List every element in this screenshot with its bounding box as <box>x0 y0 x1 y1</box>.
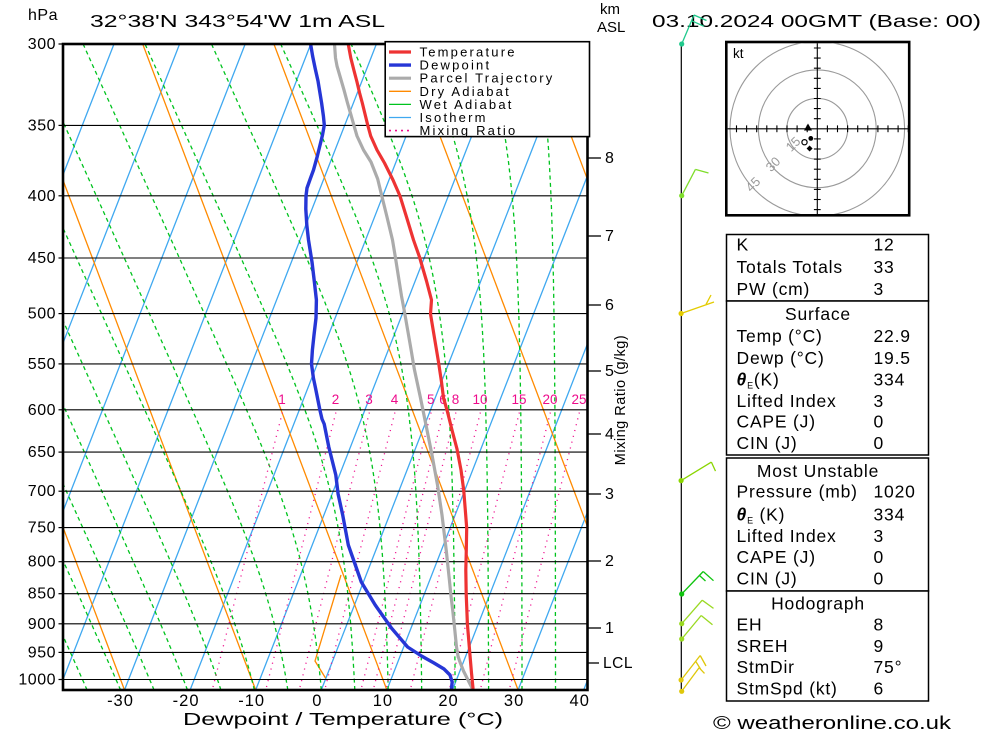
svg-text:Mixing Ratio (g/kg): Mixing Ratio (g/kg) <box>613 335 629 465</box>
svg-text:0: 0 <box>874 547 885 567</box>
svg-text:Hodograph: Hodograph <box>771 594 865 614</box>
svg-text:Most Unstable: Most Unstable <box>757 461 879 481</box>
svg-text:500: 500 <box>28 306 56 323</box>
svg-text:03.10.2024 00GMT (Base: 00): 03.10.2024 00GMT (Base: 00) <box>652 11 981 31</box>
svg-text:8: 8 <box>452 392 460 407</box>
svg-text:10: 10 <box>472 392 487 407</box>
svg-text:hPa: hPa <box>28 7 58 24</box>
svg-text:3: 3 <box>365 392 373 407</box>
svg-text:CIN (J): CIN (J) <box>737 569 798 589</box>
svg-text:CAPE (J): CAPE (J) <box>737 412 816 432</box>
svg-text:Surface: Surface <box>785 304 851 324</box>
svg-text:22.9: 22.9 <box>874 326 911 346</box>
svg-text:3: 3 <box>874 279 885 299</box>
svg-text:25: 25 <box>571 392 586 407</box>
svg-text:1000: 1000 <box>18 672 56 689</box>
svg-text:CAPE (J): CAPE (J) <box>737 547 816 567</box>
svg-text:700: 700 <box>28 483 56 500</box>
svg-text:Dewp (°C): Dewp (°C) <box>737 348 825 368</box>
svg-text:Wet Adiabat: Wet Adiabat <box>420 97 514 112</box>
svg-text:Mixing Ratio: Mixing Ratio <box>420 123 518 138</box>
svg-text:1: 1 <box>605 620 614 637</box>
svg-text:3: 3 <box>874 526 885 546</box>
svg-text:3: 3 <box>605 486 614 503</box>
svg-text:ASL: ASL <box>597 19 625 36</box>
svg-text:600: 600 <box>28 402 56 419</box>
svg-text:PW (cm): PW (cm) <box>737 279 811 299</box>
svg-text:Totals Totals: Totals Totals <box>737 257 843 277</box>
svg-text:750: 750 <box>28 520 56 537</box>
svg-text:0: 0 <box>874 433 885 453</box>
svg-text:1020: 1020 <box>874 482 916 502</box>
svg-text:19.5: 19.5 <box>874 348 911 368</box>
svg-text:2: 2 <box>605 553 614 570</box>
svg-text:3: 3 <box>874 391 885 411</box>
svg-text:32°38'N 343°54'W 1m ASL: 32°38'N 343°54'W 1m ASL <box>90 11 385 31</box>
svg-text:5: 5 <box>427 392 435 407</box>
svg-text:0: 0 <box>874 569 885 589</box>
svg-text:kt: kt <box>733 46 744 61</box>
svg-text:850: 850 <box>28 586 56 603</box>
svg-text:CIN (J): CIN (J) <box>737 433 798 453</box>
svg-text:-10: -10 <box>238 692 265 710</box>
svg-text:650: 650 <box>28 444 56 461</box>
svg-text:-20: -20 <box>173 692 200 710</box>
svg-text:4: 4 <box>391 392 399 407</box>
svg-text:K: K <box>737 235 749 255</box>
svg-text:0: 0 <box>874 412 885 432</box>
svg-text:8: 8 <box>874 615 885 635</box>
svg-text:© weatheronline.co.uk: © weatheronline.co.uk <box>713 712 952 733</box>
svg-text:4: 4 <box>605 426 614 443</box>
svg-text:Temp (°C): Temp (°C) <box>737 326 823 346</box>
svg-text:6: 6 <box>874 679 885 699</box>
svg-text:7: 7 <box>605 228 614 245</box>
svg-text:10: 10 <box>373 692 393 710</box>
svg-text:800: 800 <box>28 554 56 571</box>
svg-text:334: 334 <box>874 370 906 390</box>
svg-text:Temperature: Temperature <box>420 45 517 60</box>
svg-text:Lifted Index: Lifted Index <box>737 526 837 546</box>
svg-text:StmSpd (kt): StmSpd (kt) <box>737 679 838 699</box>
svg-text:300: 300 <box>28 36 56 53</box>
svg-text:350: 350 <box>28 117 56 134</box>
svg-text:40: 40 <box>570 692 590 710</box>
svg-text:33: 33 <box>874 257 895 277</box>
svg-text:900: 900 <box>28 616 56 633</box>
svg-text:12: 12 <box>874 235 895 255</box>
svg-text:0: 0 <box>312 692 322 710</box>
svg-text:15: 15 <box>511 392 526 407</box>
svg-text:Dry Adiabat: Dry Adiabat <box>420 84 511 99</box>
svg-text:6: 6 <box>605 297 614 314</box>
svg-text:km: km <box>600 1 620 18</box>
svg-text:Lifted Index: Lifted Index <box>737 391 837 411</box>
svg-text:2: 2 <box>332 392 340 407</box>
svg-text:9: 9 <box>874 636 885 656</box>
svg-text:450: 450 <box>28 250 56 267</box>
svg-text:400: 400 <box>28 188 56 205</box>
svg-text:-30: -30 <box>107 692 134 710</box>
svg-text:5: 5 <box>605 363 614 380</box>
svg-text:950: 950 <box>28 644 56 661</box>
svg-text:θE(K): θE(K) <box>737 370 780 391</box>
svg-text:Dewpoint / Temperature (°C): Dewpoint / Temperature (°C) <box>183 709 503 729</box>
svg-text:SREH: SREH <box>737 636 789 656</box>
svg-text:Isotherm: Isotherm <box>420 110 488 125</box>
svg-text:Parcel Trajectory: Parcel Trajectory <box>420 71 555 86</box>
svg-text:θE (K): θE (K) <box>737 505 786 526</box>
svg-text:20: 20 <box>542 392 557 407</box>
svg-text:30: 30 <box>504 692 524 710</box>
svg-text:550: 550 <box>28 356 56 373</box>
svg-text:75°: 75° <box>874 657 903 677</box>
svg-text:20: 20 <box>438 692 458 710</box>
svg-text:8: 8 <box>605 150 614 167</box>
svg-text:EH: EH <box>737 615 763 635</box>
svg-text:StmDir: StmDir <box>737 657 795 677</box>
svg-text:1: 1 <box>278 392 286 407</box>
svg-text:LCL: LCL <box>603 655 633 672</box>
svg-text:Pressure (mb): Pressure (mb) <box>737 482 858 502</box>
svg-text:334: 334 <box>874 505 906 525</box>
svg-text:Dewpoint: Dewpoint <box>420 58 492 73</box>
